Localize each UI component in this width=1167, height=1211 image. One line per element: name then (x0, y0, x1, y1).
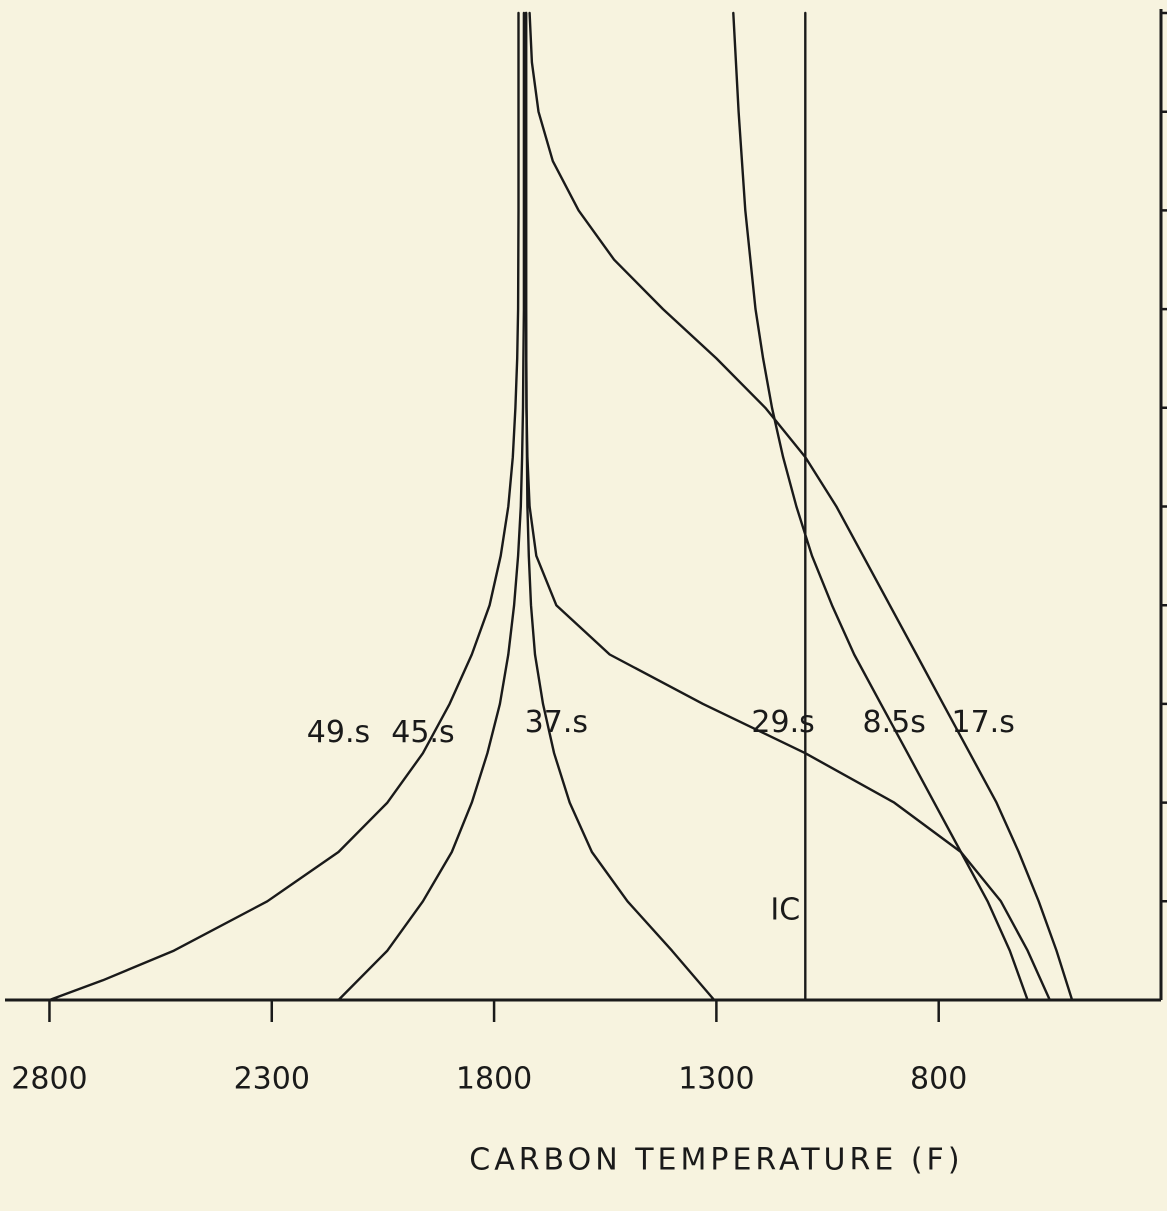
series-label-2: 37.s (525, 705, 588, 740)
series-line-1 (337, 11, 526, 1002)
series-label-1: 45.s (391, 715, 454, 750)
y-tick-label: 1800 (456, 1062, 532, 1097)
y-tick-label: 2300 (234, 1062, 310, 1097)
series-line-3 (524, 11, 1051, 1002)
y-tick-label: 1300 (678, 1062, 754, 1097)
series-line-5 (528, 11, 1074, 1002)
plot-frame: .2.4.6.81.02800230018001300800X/LCARBON … (5, 9, 1167, 1178)
series-line-2 (524, 11, 716, 1002)
chart-root: .2.4.6.81.02800230018001300800X/LCARBON … (5, 9, 1167, 1178)
series-line-0 (48, 11, 520, 1002)
series-label-5: 17.s (951, 705, 1014, 740)
y-tick-label: 2800 (11, 1062, 87, 1097)
series-label-6: IC (770, 893, 800, 928)
series-line-4 (732, 11, 1029, 1002)
series-label-0: 49.s (307, 715, 370, 750)
series-label-4: 8.5s (863, 705, 926, 740)
y-axis-title: CARBON TEMPERATURE (F) (469, 1143, 963, 1178)
y-tick-label: 800 (910, 1062, 967, 1097)
